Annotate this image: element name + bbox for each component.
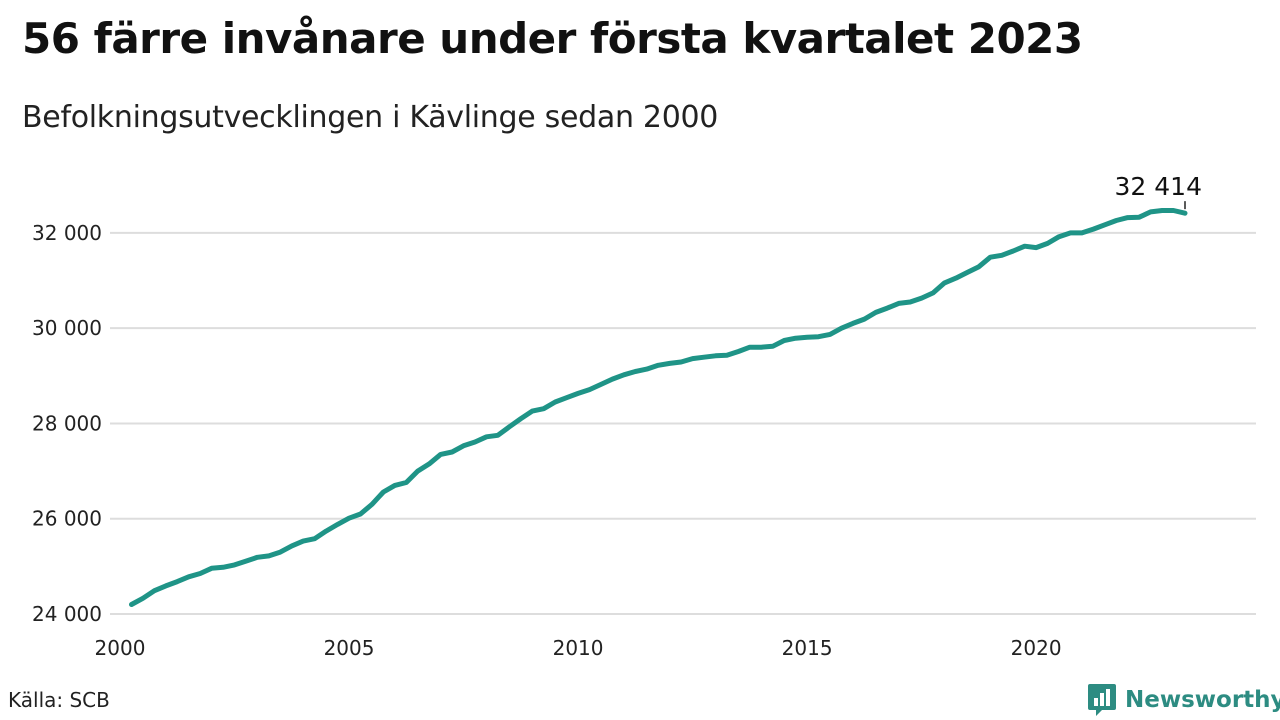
source-note: Källa: SCB [8,688,110,712]
page-subtitle: Befolkningsutvecklingen i Kävlinge sedan… [22,100,719,135]
x-axis-tick-labels: 2000 2005 2010 2015 2020 [95,636,1062,660]
x-tick-label: 2020 [1011,636,1062,660]
annotation-layer: 32 414 [1115,172,1202,210]
y-tick-label: 28 000 [32,411,102,435]
x-tick-label: 2000 [95,636,146,660]
grid-lines [110,231,1256,615]
page-title: 56 färre invånare under första kvartalet… [22,14,1083,63]
x-tick-label: 2005 [324,636,375,660]
y-tick-label: 32 000 [32,221,102,245]
y-axis-tick-labels: 24 000 26 000 28 000 30 000 32 000 [32,221,102,626]
brand-name: Newsworthy [1125,687,1280,713]
y-tick-label: 30 000 [32,316,102,340]
x-tick-label: 2010 [553,636,604,660]
series-line [129,208,1188,607]
x-tick-label: 2015 [782,636,833,660]
y-tick-label: 24 000 [32,602,102,626]
series-layer [129,208,1188,607]
bar-chart-speech-bubble-icon [1088,684,1116,716]
end-value-label: 32 414 [1115,172,1202,201]
y-tick-label: 26 000 [32,507,102,531]
brand-logo: Newsworthy [1087,684,1280,716]
